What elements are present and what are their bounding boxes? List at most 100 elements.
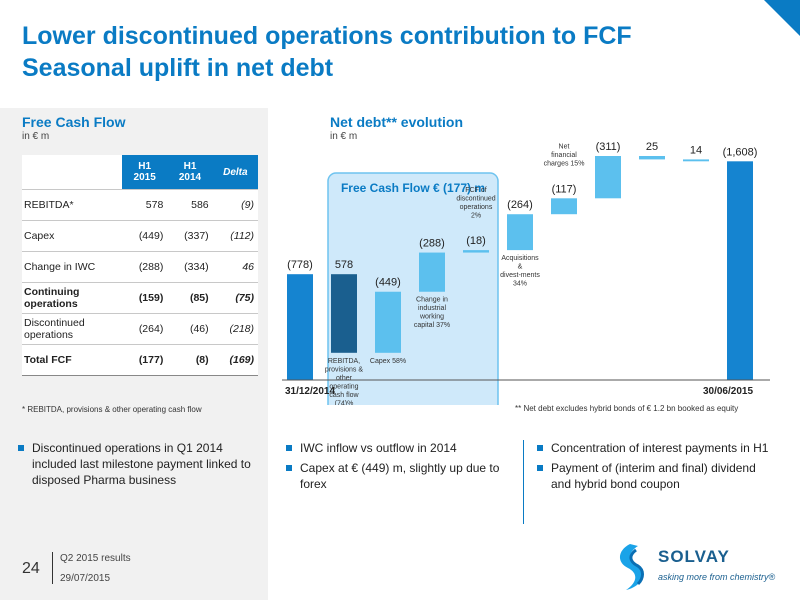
- col-delta: Delta: [212, 155, 258, 190]
- row-label: REBITDA*: [22, 189, 122, 221]
- fcf-footnote: * REBITDA, provisions & other operating …: [22, 405, 202, 414]
- net-debt-chart: Free Cash Flow € (177) m (778) 31/12/2014…: [282, 141, 770, 405]
- logo-text: SOLVAY: [658, 547, 730, 566]
- cell-h1-2015: (288): [122, 251, 168, 283]
- bar-desc-line: &: [518, 264, 523, 271]
- cell-h1-2015: (159): [122, 282, 168, 314]
- bullet-item: IWC inflow vs outflow in 2014: [286, 440, 511, 456]
- cell-delta: (75): [212, 282, 258, 314]
- bar-desc-line: cash flow: [329, 392, 359, 399]
- waterfall-bar: [551, 198, 577, 215]
- cell-h1-2014: (337): [167, 220, 213, 252]
- waterfall-bar: [331, 274, 357, 353]
- cell-h1-2015: (449): [122, 220, 168, 252]
- table-corner: [22, 155, 122, 190]
- bar-value-label: 25: [646, 141, 658, 153]
- bar-desc-line: other: [336, 375, 353, 382]
- bullet-item: Discontinued operations in Q1 2014 inclu…: [18, 440, 268, 488]
- bar-desc-line: working: [419, 314, 444, 321]
- fcf-title: Free Cash Flow: [22, 114, 126, 130]
- bullets-col-3: Concentration of interest payments in H1…: [537, 440, 777, 496]
- table-row: Continuing operations (159) (85) (75): [22, 282, 258, 314]
- bar-desc-line: operating: [329, 383, 358, 390]
- fcf-unit: in € m: [22, 131, 50, 142]
- bullets-col-1: Discontinued operations in Q1 2014 inclu…: [18, 440, 268, 492]
- cell-delta: (112): [212, 220, 258, 252]
- net-debt-footnote: ** Net debt excludes hybrid bonds of € 1…: [515, 404, 739, 413]
- bar-desc-line: Capex 58%: [370, 358, 406, 365]
- cell-h1-2014: (8): [167, 344, 213, 376]
- bar-value-label: (264): [507, 199, 533, 211]
- table-row: Discontinued operations (264) (46) (218): [22, 313, 258, 345]
- bullets-col-2: IWC inflow vs outflow in 2014 Capex at € …: [286, 440, 511, 496]
- bar-desc-line: industrial: [418, 305, 446, 312]
- cell-h1-2014: (85): [167, 282, 213, 314]
- row-label: Continuing operations: [22, 282, 122, 314]
- cell-delta: 46: [212, 251, 258, 283]
- report-name: Q2 2015 results: [60, 553, 131, 564]
- bullet-item: Concentration of interest payments in H1: [537, 440, 777, 456]
- bar-desc-line: capital 37%: [414, 322, 450, 329]
- bar-value-label: (449): [375, 277, 401, 289]
- bar-desc-line: discontinued: [456, 196, 495, 203]
- title-line-1: Lower discontinued operations contributi…: [22, 22, 632, 50]
- row-label: Capex: [22, 220, 122, 252]
- bar-desc-line: Net: [559, 143, 570, 150]
- fcf-table: H1 2015 H1 2014 Delta REBITDA* 578 586 (9) C…: [22, 155, 258, 376]
- bullets-divider: [523, 440, 524, 524]
- waterfall-bar: [595, 156, 621, 199]
- report-date: 29/07/2015: [60, 573, 111, 584]
- logo-tagline: asking more from chemistry®: [658, 572, 776, 582]
- bar-desc-line: 2%: [471, 213, 481, 220]
- page-number: 24: [22, 560, 40, 577]
- bar-desc-line: Acquisitions: [501, 255, 539, 262]
- page-separator: [52, 552, 53, 584]
- bar-desc-line: FCF of: [465, 187, 486, 194]
- table-row: Capex (449) (337) (112): [22, 220, 258, 252]
- bar-desc-line: operations: [460, 204, 493, 211]
- bar-desc-line: divest-ments: [500, 272, 540, 279]
- x-tick-label: 31/12/2014: [285, 386, 335, 397]
- bar-value-label: (778): [287, 259, 313, 271]
- col-h1-2015: H1 2015: [122, 155, 168, 190]
- cell-h1-2014: 586: [167, 189, 213, 221]
- bar-desc-line: charges 15%: [544, 160, 585, 167]
- waterfall-bar: [727, 161, 753, 380]
- waterfall-bar: [507, 214, 533, 251]
- corner-accent: [764, 0, 800, 36]
- cell-h1-2014: (334): [167, 251, 213, 283]
- bar-desc-line: 34%: [513, 281, 527, 288]
- bar-value-label: (1,608): [723, 146, 758, 158]
- x-tick-label: 30/06/2015: [703, 386, 753, 397]
- waterfall-bar: [419, 252, 445, 292]
- fcf-highlight-box: [327, 172, 499, 405]
- cell-delta: (9): [212, 189, 258, 221]
- table-row: REBITDA* 578 586 (9): [22, 189, 258, 221]
- waterfall-bar: [639, 156, 665, 160]
- table-row: Change in IWC (288) (334) 46: [22, 251, 258, 283]
- bar-desc-line: REBITDA,: [328, 358, 360, 365]
- bar-value-label: (117): [552, 183, 577, 195]
- bar-desc-line: financial: [551, 152, 577, 159]
- solvay-logo: SOLVAY asking more from chemistry®: [619, 544, 776, 590]
- bar-value-label: (311): [596, 141, 621, 153]
- title-line-2: Seasonal uplift in net debt: [22, 54, 334, 82]
- cell-h1-2015: 578: [122, 189, 168, 221]
- bar-desc-line: provisions &: [325, 366, 363, 373]
- net-debt-title: Net debt** evolution: [330, 114, 464, 130]
- net-debt-unit: in € m: [330, 131, 358, 142]
- cell-delta: (169): [212, 344, 258, 376]
- bullet-item: Capex at € (449) m, slightly up due to f…: [286, 460, 511, 492]
- cell-h1-2014: (46): [167, 313, 213, 345]
- fcf-box-label: Free Cash Flow € (177) m: [341, 181, 485, 195]
- waterfall-bar: [683, 159, 709, 162]
- bar-value-label: 14: [690, 144, 702, 156]
- cell-delta: (218): [212, 313, 258, 345]
- slide-title: Lower discontinued operations contributi…: [22, 20, 632, 84]
- col-h1-2014: H1 2014: [167, 155, 213, 190]
- bar-desc-line: Change in: [416, 297, 448, 304]
- table-row: Total FCF (177) (8) (169): [22, 344, 258, 376]
- bar-desc-line: (74)%: [335, 400, 354, 405]
- waterfall-bar: [463, 250, 489, 253]
- cell-h1-2015: (264): [122, 313, 168, 345]
